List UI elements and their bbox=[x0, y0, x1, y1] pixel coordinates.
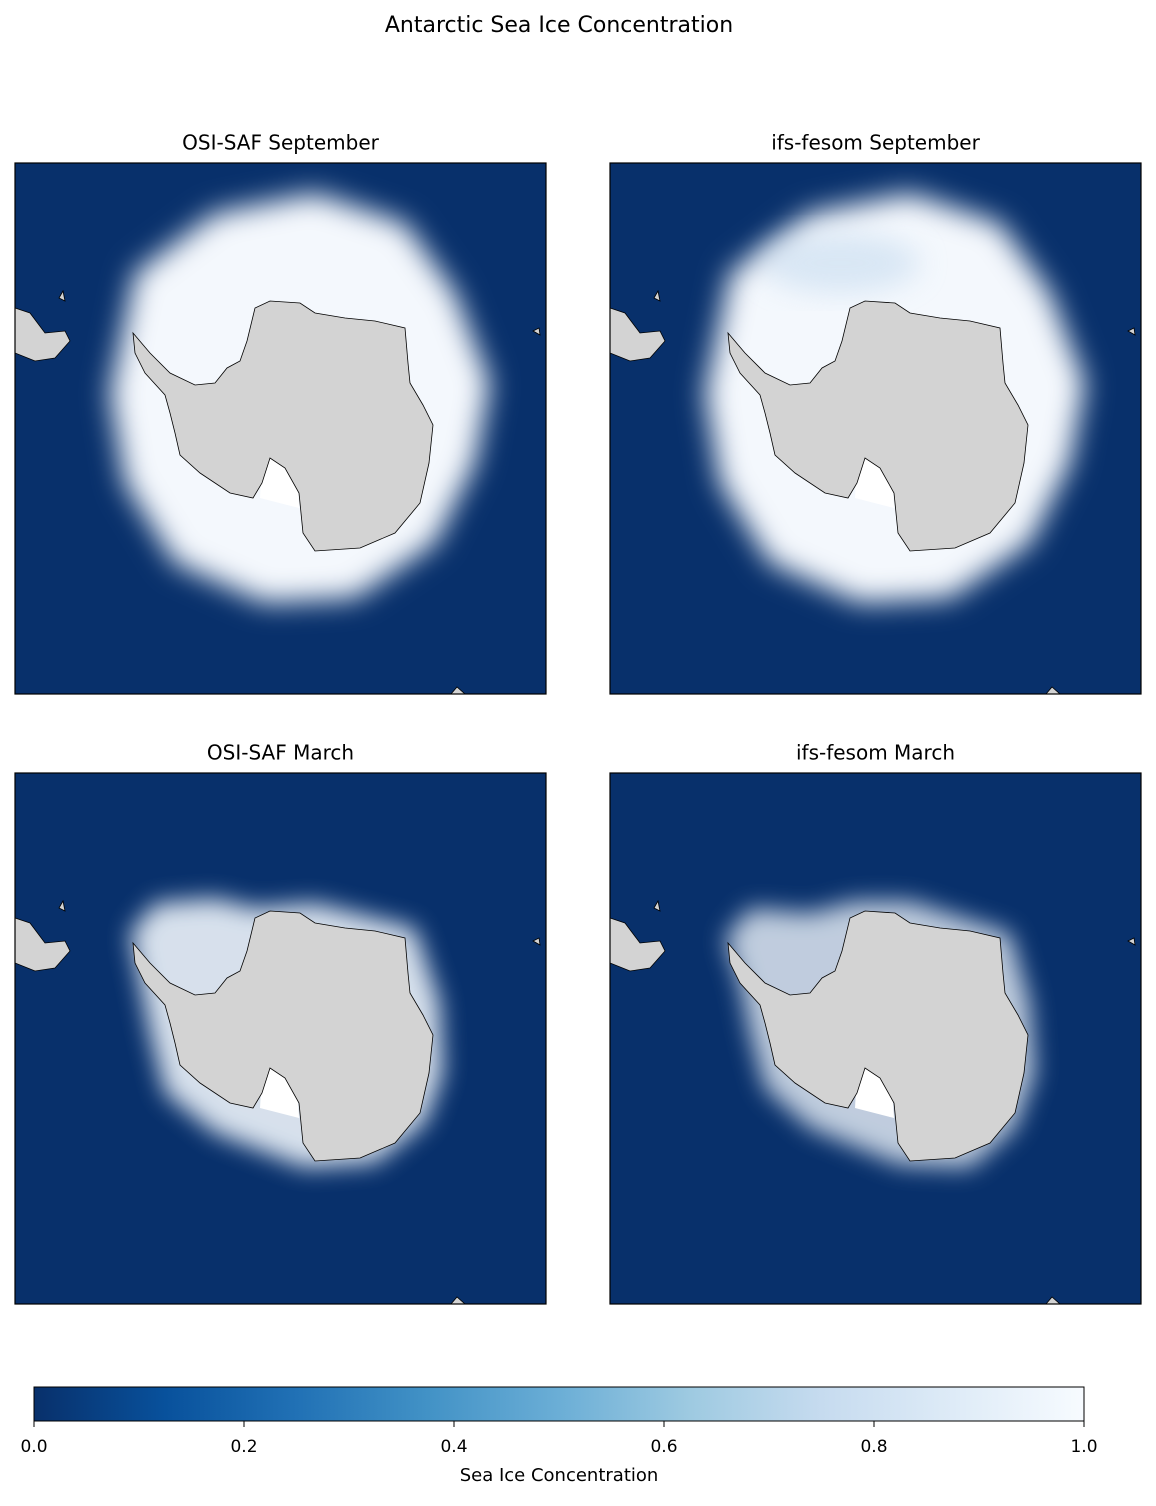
panel-title: ifs-fesom March bbox=[796, 741, 955, 765]
island bbox=[450, 686, 466, 694]
island bbox=[653, 289, 661, 302]
antarctica bbox=[132, 300, 434, 552]
island bbox=[58, 289, 66, 302]
map-content bbox=[610, 773, 1141, 1304]
colorbar-tick-label: 0.4 bbox=[440, 1437, 467, 1457]
colorbar bbox=[33, 1386, 1085, 1422]
island bbox=[1127, 327, 1136, 336]
colorbar-tick-label: 0.6 bbox=[650, 1437, 677, 1457]
antarctica bbox=[727, 300, 1029, 552]
colorbar-label: Sea Ice Concentration bbox=[460, 1465, 659, 1486]
island bbox=[450, 1296, 466, 1304]
island bbox=[1127, 937, 1136, 946]
panel-frame bbox=[609, 162, 1142, 695]
panel-title: ifs-fesom September bbox=[771, 131, 980, 155]
colorbar-tick-label: 0.0 bbox=[20, 1437, 47, 1457]
island bbox=[1045, 1296, 1061, 1304]
south-america bbox=[15, 917, 71, 972]
island bbox=[1045, 686, 1061, 694]
panel-title: OSI-SAF March bbox=[207, 741, 354, 765]
map-content bbox=[15, 163, 546, 694]
antarctica bbox=[727, 910, 1029, 1162]
colorbar-tick-label: 0.2 bbox=[230, 1437, 257, 1457]
map-panel bbox=[14, 162, 547, 695]
panel-frame bbox=[609, 772, 1142, 1305]
south-america bbox=[610, 917, 666, 972]
map-content bbox=[610, 163, 1141, 694]
panel-frame bbox=[14, 772, 547, 1305]
island bbox=[532, 937, 541, 946]
island bbox=[653, 899, 661, 912]
island bbox=[532, 327, 541, 336]
panel-title: OSI-SAF September bbox=[182, 131, 379, 155]
antarctica bbox=[132, 910, 434, 1162]
figure-title: Antarctic Sea Ice Concentration bbox=[385, 13, 733, 38]
map-panel bbox=[609, 162, 1142, 695]
island bbox=[58, 899, 66, 912]
map-panel bbox=[14, 772, 547, 1305]
sea-ice-thin bbox=[760, 233, 920, 293]
map-panel bbox=[609, 772, 1142, 1305]
south-america bbox=[15, 307, 71, 362]
colorbar-tick-label: 0.8 bbox=[860, 1437, 887, 1457]
colorbar-tick-label: 1.0 bbox=[1070, 1437, 1097, 1457]
panel-frame bbox=[14, 162, 547, 695]
south-america bbox=[610, 307, 666, 362]
map-content bbox=[15, 773, 546, 1304]
